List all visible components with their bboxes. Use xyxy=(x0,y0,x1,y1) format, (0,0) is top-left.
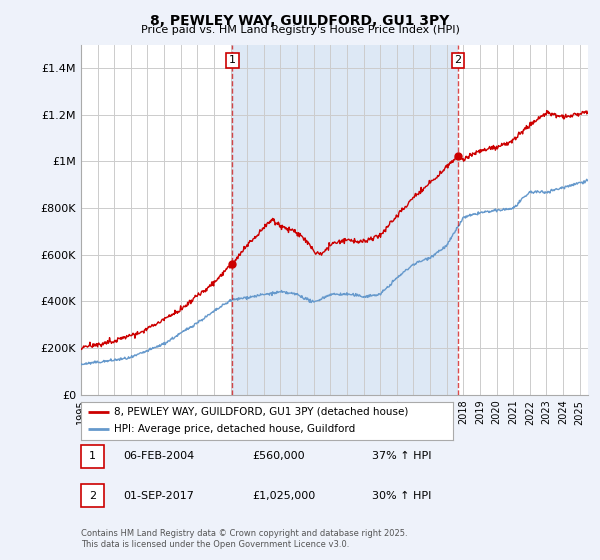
Text: 8, PEWLEY WAY, GUILDFORD, GU1 3PY (detached house): 8, PEWLEY WAY, GUILDFORD, GU1 3PY (detac… xyxy=(115,407,409,417)
Text: 2: 2 xyxy=(89,491,96,501)
Text: 2: 2 xyxy=(454,55,461,66)
Text: £1,025,000: £1,025,000 xyxy=(252,491,315,501)
Bar xyxy=(232,45,458,395)
Text: Contains HM Land Registry data © Crown copyright and database right 2025.
This d: Contains HM Land Registry data © Crown c… xyxy=(81,529,407,549)
Text: 1: 1 xyxy=(229,55,236,66)
Text: 37% ↑ HPI: 37% ↑ HPI xyxy=(372,451,431,461)
Text: 30% ↑ HPI: 30% ↑ HPI xyxy=(372,491,431,501)
Text: 1: 1 xyxy=(89,451,96,461)
Text: 8, PEWLEY WAY, GUILDFORD, GU1 3PY: 8, PEWLEY WAY, GUILDFORD, GU1 3PY xyxy=(151,14,449,28)
Text: 06-FEB-2004: 06-FEB-2004 xyxy=(123,451,194,461)
Text: Price paid vs. HM Land Registry's House Price Index (HPI): Price paid vs. HM Land Registry's House … xyxy=(140,25,460,35)
Text: 01-SEP-2017: 01-SEP-2017 xyxy=(123,491,194,501)
Text: HPI: Average price, detached house, Guildford: HPI: Average price, detached house, Guil… xyxy=(115,424,356,435)
Text: £560,000: £560,000 xyxy=(252,451,305,461)
